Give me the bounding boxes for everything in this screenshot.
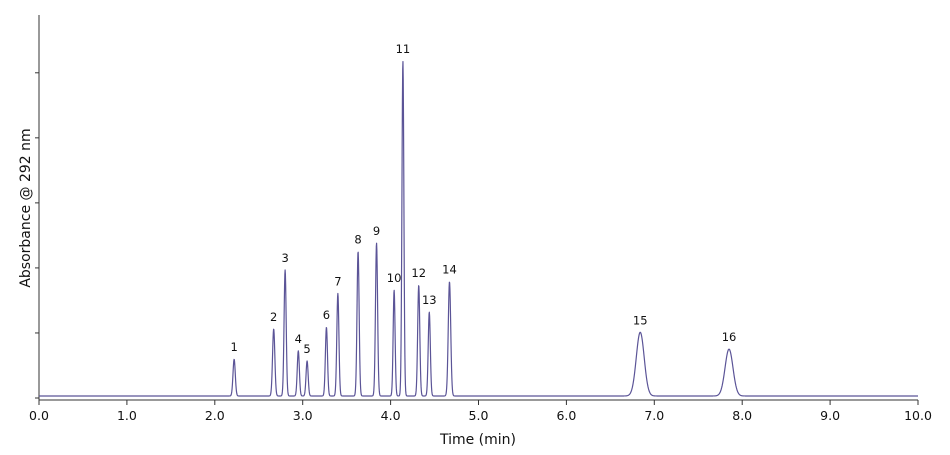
x-tick-label: 3.0 xyxy=(293,408,313,423)
x-tick-label: 1.0 xyxy=(117,408,137,423)
x-axis: 0.0 1.0 2.0 3.0 4.0 5.0 6.0 7.0 8.0 9.0 10.0 xyxy=(29,399,932,423)
x-tick-label: 2.0 xyxy=(205,408,225,423)
peak-label-8: 8 xyxy=(354,232,361,246)
x-tick-label: 4.0 xyxy=(381,408,401,423)
peak-label-16: 16 xyxy=(722,330,737,344)
peak-label-6: 6 xyxy=(323,308,330,322)
peak-label-5: 5 xyxy=(303,342,310,356)
peak-label-1: 1 xyxy=(230,340,237,354)
x-axis-title: Time (min) xyxy=(439,432,516,448)
peak-label-7: 7 xyxy=(334,275,341,289)
peak-label-10: 10 xyxy=(387,271,402,285)
x-tick-label: 8.0 xyxy=(732,408,752,423)
y-axis xyxy=(35,15,40,400)
peak-label-2: 2 xyxy=(270,310,277,324)
peak-label-11: 11 xyxy=(396,42,411,56)
peak-label-14: 14 xyxy=(442,263,457,277)
x-tick-label: 7.0 xyxy=(644,408,664,423)
peak-label-13: 13 xyxy=(422,293,437,307)
y-axis-title: Absorbance @ 292 nm xyxy=(18,128,34,287)
series-trace-line xyxy=(38,60,919,397)
peak-label-12: 12 xyxy=(411,266,426,280)
peak-label-15: 15 xyxy=(633,313,648,327)
x-tick-label: 6.0 xyxy=(556,408,576,423)
x-tick-label: 0.0 xyxy=(29,408,49,423)
x-tick-label: 9.0 xyxy=(820,408,840,423)
peak-label-9: 9 xyxy=(373,224,380,238)
x-tick-label: 5.0 xyxy=(469,408,489,423)
x-tick-label: 10.0 xyxy=(904,408,932,423)
peak-label-4: 4 xyxy=(295,332,302,346)
peak-label-3: 3 xyxy=(281,251,288,265)
